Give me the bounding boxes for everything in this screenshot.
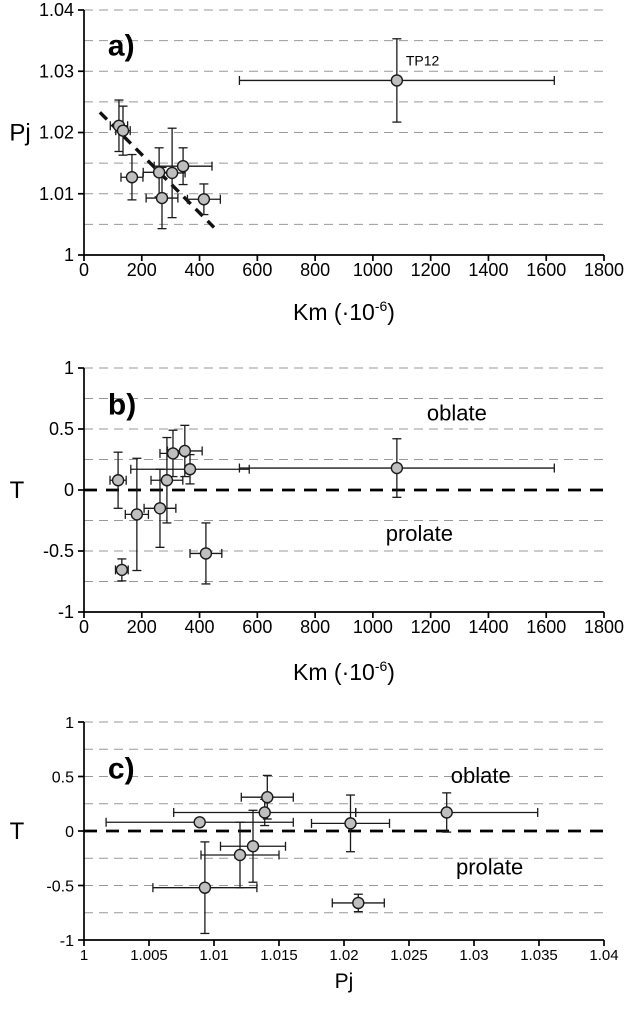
data-point	[197, 193, 211, 206]
x-tick-label: 1400	[468, 617, 508, 637]
data-point	[352, 896, 365, 910]
data-point	[261, 791, 274, 804]
y-tick-label: 0.5	[52, 770, 74, 787]
y-tick-label: 1	[65, 715, 74, 732]
x-tick-label: 0	[79, 260, 89, 280]
y-tick-label: 0.5	[49, 419, 74, 439]
data-point	[155, 191, 169, 205]
y-axis-label: T	[10, 477, 25, 504]
x-tick-label: 1.035	[520, 947, 558, 964]
y-tick-label: 1	[64, 245, 74, 265]
annotation: prolate	[386, 521, 453, 546]
x-tick-label: 1.04	[589, 947, 618, 964]
data-point	[390, 74, 404, 87]
data-point	[199, 547, 213, 560]
x-axis-label: Km (·10-6)	[293, 658, 395, 685]
panel-c-t-vs-pj: 1 1.005 1.01 1.015 1.02 1.025 1.03 1.035 1.04 -1 -…	[0, 700, 627, 1016]
y-tick-label: 0	[65, 824, 74, 841]
x-tick-label: 1200	[411, 617, 451, 637]
data-point	[160, 474, 174, 487]
data-point	[116, 124, 130, 137]
y-tick-label: 1	[64, 358, 74, 378]
x-tick-label: 600	[242, 260, 272, 280]
x-tick-label: 800	[300, 617, 330, 637]
y-tick-label: 1.03	[39, 61, 74, 81]
panel-b-t-vs-km: 0 200 400 600 800 1000 1200 1400 1600 1800 -1 -0.5 0…	[0, 342, 627, 700]
data-point	[178, 444, 192, 458]
data-point	[233, 848, 247, 862]
x-tick-label: 1.01	[199, 947, 228, 964]
x-tick-label: 0	[79, 617, 89, 637]
data-point	[258, 806, 271, 819]
data-point	[166, 447, 180, 460]
data-point	[130, 508, 144, 521]
x-axis-label: Pj	[335, 970, 354, 993]
x-tick-label: 1.015	[260, 947, 298, 964]
data-point	[176, 159, 190, 173]
x-tick-label: 1	[80, 947, 88, 964]
annotation: oblate	[427, 400, 487, 425]
annotation: prolate	[456, 855, 523, 880]
data-point	[344, 817, 357, 830]
data-point	[440, 806, 453, 819]
panel-a-pj-vs-km: TP12 0 200 400 600 800 1000 1200 1400 1600 1800 1 1.…	[0, 0, 627, 342]
x-tick-label: 1.005	[130, 947, 168, 964]
x-tick-label: 200	[127, 617, 157, 637]
y-tick-label: 1.02	[39, 123, 74, 143]
x-tick-label: 1600	[526, 260, 566, 280]
annotation: oblate	[451, 763, 511, 788]
data-point	[152, 166, 166, 179]
chart-b-svg: 0 200 400 600 800 1000 1200 1400 1600 1800 -1 -0.5 0…	[10, 358, 624, 685]
data-point	[193, 816, 206, 829]
annotation: a)	[108, 29, 135, 62]
annotation: b)	[108, 388, 136, 421]
y-tick-label: -0.5	[43, 541, 74, 561]
data-point	[153, 502, 167, 515]
x-tick-label: 400	[185, 260, 215, 280]
x-tick-label: 200	[127, 260, 157, 280]
y-tick-label: 1.04	[39, 0, 74, 20]
point-label: TP12	[406, 52, 440, 68]
x-tick-label: 1000	[353, 260, 393, 280]
y-axis-label: Pj	[9, 120, 30, 147]
x-tick-label: 1200	[411, 260, 451, 280]
y-axis-label: T	[10, 818, 25, 845]
x-tick-label: 1.02	[329, 947, 358, 964]
chart-c-svg: 1 1.005 1.01 1.015 1.02 1.025 1.03 1.035 1.04 -1 -…	[10, 715, 619, 993]
y-tick-label: -1	[60, 933, 74, 950]
data-point	[111, 474, 125, 487]
y-tick-label: 1.01	[39, 184, 74, 204]
y-tick-label: -1	[58, 602, 74, 622]
x-tick-label: 1000	[353, 617, 393, 637]
data-point	[198, 881, 212, 894]
x-tick-label: 400	[185, 617, 215, 637]
x-tick-label: 600	[242, 617, 272, 637]
x-tick-label: 1.025	[390, 947, 428, 964]
data-point	[125, 171, 139, 184]
x-tick-label: 1600	[526, 617, 566, 637]
x-tick-label: 1400	[468, 260, 508, 280]
data-point	[115, 563, 129, 577]
data-point	[246, 840, 260, 853]
x-tick-label: 1800	[584, 260, 624, 280]
x-tick-label: 1.03	[459, 947, 488, 964]
x-tick-label: 1800	[584, 617, 624, 637]
data-point	[183, 463, 197, 476]
chart-a-svg: TP12 0 200 400 600 800 1000 1200 1400 1600 1800 1 1.…	[9, 0, 624, 325]
x-tick-label: 800	[300, 260, 330, 280]
y-tick-label: 0	[64, 480, 74, 500]
data-point	[390, 461, 404, 475]
x-axis-label: Km (·10-6)	[293, 298, 395, 325]
annotation: c)	[108, 753, 135, 786]
data-point	[165, 166, 179, 180]
y-tick-label: -0.5	[46, 879, 74, 896]
